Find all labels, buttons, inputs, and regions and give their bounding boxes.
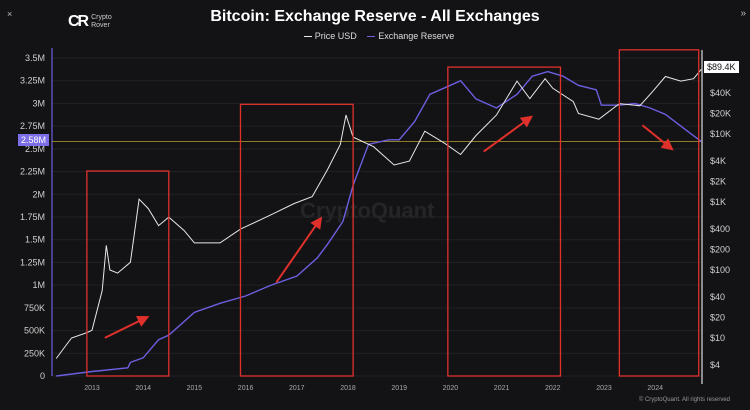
current-price-badge: $89.4K [704, 61, 739, 73]
x-tick-label: 2016 [238, 385, 254, 392]
highlight-box [618, 49, 700, 377]
highlight-box [447, 66, 562, 377]
copyright: © CryptoQuant. All rights reserved [638, 397, 730, 403]
highlight-box [239, 103, 354, 377]
left-tick-label: 1M [32, 280, 45, 290]
x-tick-label: 2014 [135, 385, 151, 392]
left-tick-label: 2.5M [25, 144, 45, 154]
x-tick-label: 2020 [443, 385, 459, 392]
x-tick-label: 2024 [647, 385, 663, 392]
x-tick-label: 2022 [545, 385, 561, 392]
left-tick-label: 250K [24, 348, 45, 358]
x-tick-label: 2023 [596, 385, 612, 392]
right-tick-label: $10 [710, 333, 725, 343]
left-tick-label: 3M [32, 98, 45, 108]
x-tick-label: 2021 [494, 385, 510, 392]
left-tick-label: 750K [24, 303, 45, 313]
price-series-line [55, 68, 702, 359]
right-tick-label: $10K [710, 129, 731, 139]
right-tick-label: $200 [710, 245, 730, 255]
highlight-box [86, 170, 170, 377]
left-tick-label: 3.5M [25, 53, 45, 63]
x-tick-label: 2013 [84, 385, 100, 392]
expand-icon[interactable]: » [740, 8, 746, 19]
right-tick-label: $2K [710, 177, 726, 187]
chart-title: Bitcoin: Exchange Reserve - All Exchange… [210, 8, 540, 25]
current-reserve-badge: 2.58M [18, 134, 50, 146]
trend-arrow [641, 124, 674, 151]
left-tick-label: 1.75M [20, 212, 45, 222]
right-tick-label: $4K [710, 156, 726, 166]
legend-reserve[interactable]: Exchange Reserve [378, 31, 455, 41]
right-tick-label: $1K [710, 197, 726, 207]
watermark: CryptoQuant [300, 198, 435, 223]
right-tick-label: $40K [710, 88, 731, 98]
right-tick-label: $40 [710, 292, 725, 302]
left-tick-label: 500K [24, 326, 45, 336]
x-tick-label: 2015 [187, 385, 203, 392]
legend-price[interactable]: Price USD [314, 31, 357, 41]
legend: Price USD Exchange Reserve [0, 31, 750, 41]
left-tick-label: 1.25M [20, 257, 45, 267]
logo: CR Crypto Rover [68, 13, 112, 31]
right-tick-label: $100 [710, 265, 730, 275]
x-tick-label: 2018 [340, 385, 356, 392]
left-tick-label: 3.25M [20, 76, 45, 86]
trend-arrow [104, 315, 150, 339]
x-tick-label: 2017 [289, 385, 305, 392]
logo-text: Crypto Rover [91, 14, 112, 29]
left-tick-label: 2.25M [20, 167, 45, 177]
logo-mark: CR [68, 13, 89, 30]
close-icon[interactable]: × [7, 9, 13, 19]
right-tick-label: $20K [710, 109, 731, 119]
right-tick-label: $4 [710, 360, 720, 370]
x-tick-label: 2019 [391, 385, 407, 392]
left-tick-label: 2.75M [20, 121, 45, 131]
left-tick-label: 2M [32, 189, 45, 199]
trend-arrow [275, 216, 323, 283]
left-tick-label: 0 [40, 371, 45, 381]
right-tick-label: $20 [710, 313, 725, 323]
trend-arrow [483, 115, 533, 153]
right-tick-label: $400 [710, 224, 730, 234]
reserve-series-line [56, 70, 702, 377]
left-tick-label: 1.5M [25, 235, 45, 245]
